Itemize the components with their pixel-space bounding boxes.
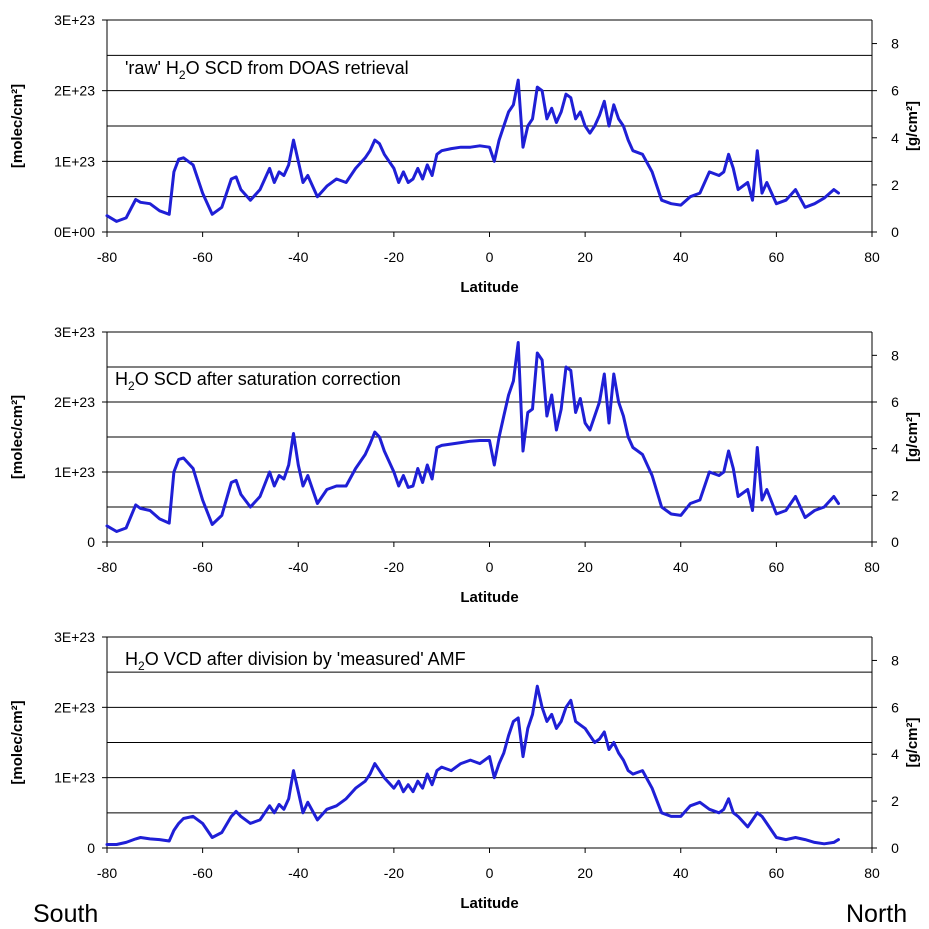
y2-tick-label: 2	[891, 177, 899, 193]
x-tick-label: 20	[577, 559, 593, 575]
x-tick-label: -40	[288, 559, 308, 575]
y-tick-label: 3E+23	[54, 629, 95, 645]
x-tick-label: 40	[673, 249, 689, 265]
chart-title-part: O SCD from DOAS retrieval	[186, 58, 409, 78]
y-axis-label: [molec/cm²]	[9, 84, 26, 168]
x-tick-label: -80	[97, 865, 117, 881]
y-tick-label: 0E+00	[54, 224, 95, 240]
x-tick-label: 40	[673, 865, 689, 881]
y2-axis-label: [g/cm²]	[904, 101, 921, 151]
x-tick-label: 60	[769, 559, 785, 575]
x-tick-label: -60	[193, 559, 213, 575]
y-axis-label: [molec/cm²]	[9, 395, 26, 479]
x-tick-label: 60	[769, 865, 785, 881]
x-axis-label: Latitude	[460, 279, 518, 296]
y-tick-label: 3E+23	[54, 324, 95, 340]
north-label: North	[846, 900, 908, 928]
y-axis-label: [molec/cm²]	[9, 700, 26, 784]
south-label: South	[33, 900, 99, 928]
series-line	[105, 684, 840, 846]
x-axis-label: Latitude	[460, 895, 518, 912]
x-tick-label: 80	[864, 249, 880, 265]
y2-tick-label: 8	[891, 36, 899, 52]
chart-title: H2O VCD after division by 'measured' AMF	[125, 649, 466, 673]
chart-title-subscript: 2	[138, 659, 145, 673]
x-tick-label: -60	[193, 865, 213, 881]
y2-tick-label: 8	[891, 652, 899, 668]
y-tick-label: 2E+23	[54, 83, 95, 99]
y2-tick-label: 0	[891, 840, 899, 856]
chart-title: H2O SCD after saturation correction	[115, 369, 401, 393]
y-tick-label: 2E+23	[54, 394, 95, 410]
y-tick-label: 2E+23	[54, 699, 95, 715]
x-tick-label: 0	[486, 559, 494, 575]
x-tick-label: -40	[288, 865, 308, 881]
chart-panel-1: -80 -60 -40 -20 0 20 40 60 800E+001E+232E+233E+2…	[9, 12, 921, 296]
y2-tick-label: 4	[891, 130, 899, 146]
y2-tick-label: 4	[891, 441, 899, 457]
chart-title: 'raw' H2O SCD from DOAS retrieval	[125, 58, 409, 82]
y2-axis-label: [g/cm²]	[904, 718, 921, 768]
x-tick-label: 0	[486, 249, 494, 265]
y2-tick-label: 2	[891, 487, 899, 503]
series-line	[105, 341, 840, 533]
x-tick-label: 0	[486, 865, 494, 881]
y2-tick-label: 6	[891, 394, 899, 410]
x-tick-label: -20	[384, 249, 404, 265]
y-tick-label: 3E+23	[54, 12, 95, 28]
y-tick-label: 0	[87, 840, 95, 856]
x-tick-label: 60	[769, 249, 785, 265]
y2-tick-label: 6	[891, 83, 899, 99]
y2-tick-label: 0	[891, 224, 899, 240]
chart-panel-3: -80 -60 -40 -20 0 20 40 60 80 0 1E+23 2E+23 3E+23 0 2 4…	[9, 629, 921, 912]
x-tick-label: -60	[193, 249, 213, 265]
chart-title-subscript: 2	[179, 68, 186, 82]
y2-tick-label: 8	[891, 347, 899, 363]
x-tick-label: -40	[288, 249, 308, 265]
y2-tick-label: 0	[891, 534, 899, 550]
x-axis-label: Latitude	[460, 589, 518, 606]
chart-title-part: H	[115, 369, 128, 389]
y2-tick-label: 6	[891, 699, 899, 715]
y2-tick-label: 4	[891, 746, 899, 762]
chart-title-part: O SCD after saturation correction	[135, 369, 401, 389]
x-tick-label: 40	[673, 559, 689, 575]
chart-title-part: O VCD after division by 'measured' AMF	[145, 649, 466, 669]
x-tick-label: 80	[864, 865, 880, 881]
x-tick-label: -80	[97, 249, 117, 265]
y-tick-label: 1E+23	[54, 464, 95, 480]
y2-tick-label: 2	[891, 793, 899, 809]
x-tick-label: -80	[97, 559, 117, 575]
y-tick-label: 1E+23	[54, 153, 95, 169]
y-tick-label: 0	[87, 534, 95, 550]
chart-title-part: 'raw' H	[125, 58, 179, 78]
x-tick-label: -20	[384, 559, 404, 575]
x-tick-label: 20	[577, 865, 593, 881]
x-tick-label: 80	[864, 559, 880, 575]
y-tick-label: 1E+23	[54, 770, 95, 786]
series-line	[105, 78, 840, 223]
chart-title-subscript: 2	[128, 379, 135, 393]
x-tick-label: -20	[384, 865, 404, 881]
chart-panel-2: -80 -60 -40 -20 0 20 40 60 80 0 1E+23 2E+23 3E+23 0 2 4…	[9, 324, 921, 606]
x-tick-label: 20	[577, 249, 593, 265]
chart-title-part: H	[125, 649, 138, 669]
y2-axis-label: [g/cm²]	[904, 412, 921, 462]
